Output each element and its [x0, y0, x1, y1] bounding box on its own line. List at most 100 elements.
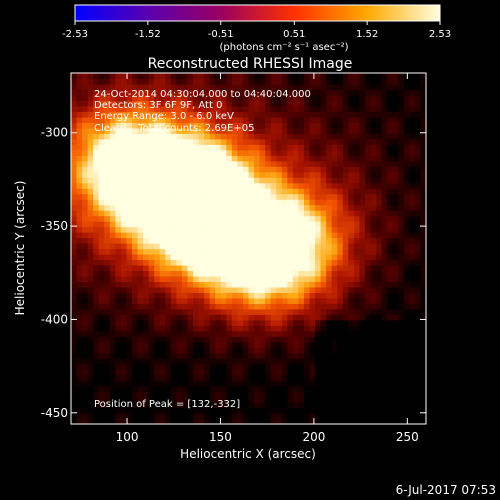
heatmap-cell — [270, 149, 277, 156]
heatmap-cell — [220, 358, 227, 365]
heatmap-cell — [315, 341, 322, 348]
heatmap-cell — [176, 149, 183, 156]
heatmap-cell — [359, 116, 366, 123]
heatmap-cell — [292, 418, 300, 425]
heatmap-cell — [132, 330, 139, 337]
heatmap-cell — [76, 369, 83, 376]
heatmap-cell — [276, 341, 283, 348]
heatmap-cell — [248, 385, 255, 392]
heatmap-cell — [303, 413, 311, 420]
heatmap-cell — [359, 83, 366, 91]
heatmap-cell — [287, 144, 294, 151]
heatmap-cell — [120, 292, 128, 299]
heatmap-cell — [176, 341, 183, 348]
heatmap-cell — [126, 297, 133, 304]
heatmap-cell — [342, 237, 349, 244]
heatmap-cell — [348, 166, 355, 173]
heatmap-cell — [204, 407, 211, 414]
heatmap-cell — [98, 133, 105, 140]
heatmap-cell — [248, 325, 255, 332]
heatmap-cell — [242, 127, 250, 134]
heatmap-cell — [315, 94, 322, 102]
heatmap-cell — [381, 330, 388, 337]
heatmap-cell — [220, 133, 227, 140]
heatmap-cell — [254, 413, 261, 420]
heatmap-cell — [115, 297, 122, 304]
heatmap-cell — [326, 374, 333, 381]
heatmap-cell — [414, 221, 422, 228]
heatmap-cell — [181, 166, 189, 173]
heatmap-cell — [226, 166, 233, 173]
heatmap-cell — [215, 380, 222, 387]
heatmap-cell — [120, 259, 128, 266]
heatmap-cell — [403, 138, 410, 145]
heatmap-cell — [237, 352, 244, 359]
heatmap-cell — [137, 402, 144, 409]
heatmap-cell — [276, 232, 283, 239]
heatmap-cell — [403, 330, 410, 337]
heatmap-cell — [237, 303, 244, 310]
heatmap-cell — [248, 78, 255, 85]
heatmap-cell — [315, 133, 322, 140]
heatmap-cell — [276, 94, 283, 102]
heatmap-cell — [414, 210, 422, 217]
heatmap-cell — [342, 286, 349, 293]
heatmap-cell — [376, 73, 383, 80]
heatmap-cell — [364, 100, 372, 107]
heatmap-cell — [198, 297, 205, 304]
heatmap-cell — [326, 347, 333, 354]
heatmap-cell — [126, 94, 133, 102]
heatmap-cell — [270, 369, 277, 376]
heatmap-cell — [359, 133, 366, 140]
heatmap-cell — [154, 243, 161, 250]
heatmap-cell — [381, 89, 388, 96]
heatmap-cell — [176, 297, 183, 304]
heatmap-cell — [309, 138, 316, 145]
heatmap-cell — [204, 358, 211, 365]
heatmap-cell — [220, 155, 227, 162]
heatmap-cell — [387, 160, 394, 167]
heatmap-cell — [281, 374, 288, 381]
heatmap-cell — [98, 292, 105, 299]
heatmap-cell — [315, 396, 322, 403]
heatmap-cell — [71, 226, 78, 233]
heatmap-cell — [120, 243, 128, 250]
heatmap-cell — [420, 385, 427, 392]
heatmap-cell — [298, 248, 305, 255]
heatmap-cell — [187, 221, 194, 228]
heatmap-cell — [226, 352, 233, 359]
heatmap-cell — [109, 199, 116, 206]
heatmap-cell — [342, 193, 349, 200]
heatmap-cell — [170, 243, 177, 250]
heatmap-cell — [342, 226, 349, 233]
heatmap-cell — [359, 193, 366, 200]
heatmap-cell — [342, 100, 349, 107]
heatmap-cell — [342, 259, 349, 266]
heatmap-cell — [254, 73, 261, 80]
heatmap-cell — [265, 78, 272, 85]
heatmap-cell — [320, 94, 327, 102]
heatmap-cell — [165, 127, 172, 134]
heatmap-cell — [193, 83, 200, 91]
heatmap-cell — [231, 105, 239, 112]
heatmap-cell — [209, 243, 216, 250]
heatmap-cell — [331, 380, 338, 387]
heatmap-cell — [193, 226, 200, 233]
heatmap-cell — [93, 221, 100, 228]
heatmap-cell — [353, 253, 361, 261]
heatmap-cell — [165, 358, 172, 365]
heatmap-cell — [143, 111, 150, 118]
heatmap-cell — [143, 325, 150, 332]
heatmap-cell — [154, 193, 161, 200]
heatmap-cell — [276, 177, 283, 184]
heatmap-cell — [76, 286, 83, 293]
heatmap-cell — [143, 221, 150, 228]
heatmap-cell — [381, 83, 388, 91]
heatmap-cell — [76, 374, 83, 381]
heatmap-cell — [248, 155, 255, 162]
heatmap-cell — [76, 133, 83, 140]
heatmap-cell — [181, 270, 189, 277]
heatmap-cell — [148, 144, 155, 151]
heatmap-cell — [204, 122, 211, 129]
heatmap-cell — [198, 210, 205, 217]
